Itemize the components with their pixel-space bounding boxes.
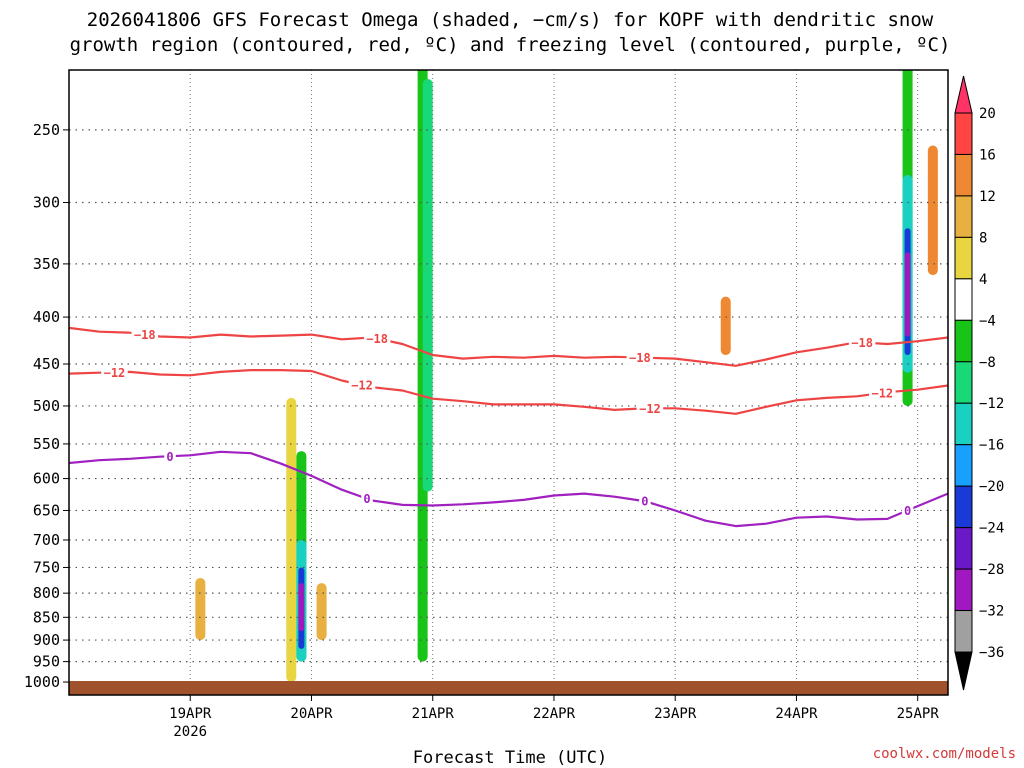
omega-cell-5 bbox=[316, 583, 327, 641]
y-tick-label-2: 350 bbox=[33, 255, 60, 273]
y-tick-label-12: 850 bbox=[33, 608, 60, 626]
y-tick-label-8: 650 bbox=[33, 501, 60, 519]
contour-label--18-1: −18 bbox=[366, 332, 388, 346]
colorbar-label-9: −20 bbox=[979, 479, 1004, 495]
colorbar-label-5: −4 bbox=[979, 313, 996, 329]
omega-cell-14 bbox=[927, 145, 938, 276]
x-tick-label-4: 23APR bbox=[654, 706, 697, 722]
colorbar-segment-2 bbox=[954, 195, 973, 238]
plot-area bbox=[69, 70, 948, 695]
colorbar-segment-7 bbox=[954, 402, 973, 446]
colorbar-label-12: −32 bbox=[979, 604, 1004, 620]
colorbar-label-4: 4 bbox=[979, 272, 987, 288]
contour-label--12-0: −12 bbox=[104, 366, 126, 380]
contour-label--12-2: −12 bbox=[639, 402, 661, 416]
colorbar-label-13: −36 bbox=[979, 645, 1004, 661]
contour-line--12 bbox=[69, 369, 948, 415]
colorbar-label-11: −28 bbox=[979, 562, 1004, 578]
contour-label--18-3: −18 bbox=[851, 336, 873, 350]
contour-label-bg-0-0 bbox=[164, 449, 176, 464]
contour-label-bg--18-0 bbox=[131, 327, 159, 342]
colorbar-segment-6 bbox=[954, 361, 973, 404]
contour-label-0-2: 0 bbox=[641, 495, 648, 509]
contour-label-bg-0-3 bbox=[901, 503, 914, 518]
y-tick-label-15: 1000 bbox=[24, 673, 60, 691]
credit-text: coolwx.com/models bbox=[873, 746, 1016, 762]
colorbar-segment-0 bbox=[954, 112, 973, 155]
omega-cell-6 bbox=[195, 577, 206, 641]
colorbar-segment-12 bbox=[954, 610, 973, 653]
colorbar-label-6: −8 bbox=[979, 355, 996, 371]
y-tick-label-9: 700 bbox=[33, 531, 60, 549]
contour-label-bg--18-3 bbox=[848, 335, 876, 350]
contour-label-0-1: 0 bbox=[363, 492, 370, 506]
y-tick-label-1: 300 bbox=[33, 193, 60, 211]
colorbar-label-0: 20 bbox=[979, 106, 996, 122]
contour-label-bg-0-2 bbox=[639, 494, 651, 509]
chart-title-line-2: growth region (contoured, red, ºC) and f… bbox=[70, 34, 951, 56]
contour-label--12-3: −12 bbox=[871, 386, 893, 400]
x-tick-label-2: 21APR bbox=[412, 706, 455, 722]
contour-label-bg--12-2 bbox=[636, 401, 664, 416]
y-tick-label-10: 750 bbox=[33, 558, 60, 576]
contour-label-bg-0-1 bbox=[361, 491, 373, 506]
contour-label-bg--12-0 bbox=[101, 365, 128, 380]
y-tick-label-5: 500 bbox=[33, 397, 60, 415]
colorbar-label-7: −12 bbox=[979, 396, 1004, 412]
colorbar-segment-3 bbox=[954, 236, 973, 280]
contour-label-bg--12-1 bbox=[348, 377, 376, 392]
x-tick-label-3: 22APR bbox=[533, 706, 576, 722]
y-tick-label-6: 550 bbox=[33, 435, 60, 453]
contour-label--12-1: −12 bbox=[351, 378, 373, 392]
y-tick-label-14: 950 bbox=[33, 653, 60, 671]
omega-cell-8 bbox=[422, 78, 433, 492]
contour-label-0-0: 0 bbox=[166, 450, 173, 464]
y-tick-label-0: 250 bbox=[33, 121, 60, 139]
colorbar-segment-10 bbox=[954, 527, 973, 570]
colorbar-segment-11 bbox=[954, 568, 973, 612]
colorbar-label-8: −16 bbox=[979, 438, 1004, 454]
x-tick-label-6: 25APR bbox=[897, 706, 940, 722]
colorbar-arrow-top bbox=[954, 75, 973, 114]
omega-cell-13 bbox=[720, 296, 731, 356]
chart-title-line-1: 2026041806 GFS Forecast Omega (shaded, −… bbox=[87, 9, 934, 31]
y-tick-label-7: 600 bbox=[33, 470, 60, 488]
omega-cell-4 bbox=[298, 583, 305, 632]
colorbar-label-3: 8 bbox=[979, 230, 987, 246]
contour-label--18-2: −18 bbox=[629, 351, 651, 365]
x-axis-label: Forecast Time (UTC) bbox=[413, 748, 607, 768]
colorbar-segment-1 bbox=[954, 153, 973, 197]
colorbar-segment-5 bbox=[954, 319, 973, 363]
colorbar-segment-8 bbox=[954, 444, 973, 487]
ground-band bbox=[69, 681, 948, 695]
contour-label-bg--18-1 bbox=[363, 331, 391, 346]
contour-line-0 bbox=[69, 450, 948, 528]
x-tick-label-1: 20APR bbox=[290, 706, 333, 722]
colorbar-label-2: 12 bbox=[979, 189, 996, 205]
x-tick-label-0: 19APR bbox=[169, 706, 212, 722]
colorbar-segment-4 bbox=[954, 278, 973, 321]
plot-frame bbox=[68, 69, 949, 696]
contour-line--18 bbox=[69, 326, 948, 367]
contour-label-bg--12-3 bbox=[869, 385, 896, 400]
y-tick-label-4: 450 bbox=[33, 355, 60, 373]
y-tick-label-13: 900 bbox=[33, 631, 60, 649]
x-tick-sublabel-0: 2026 bbox=[173, 724, 207, 740]
y-tick-label-11: 800 bbox=[33, 584, 60, 602]
y-tick-label-3: 400 bbox=[33, 308, 60, 326]
colorbar-arrow-bottom bbox=[954, 651, 973, 691]
omega-cell-12 bbox=[904, 252, 911, 337]
x-tick-label-5: 24APR bbox=[775, 706, 818, 722]
contour-label-bg--18-2 bbox=[626, 350, 654, 365]
colorbar-label-10: −24 bbox=[979, 521, 1004, 537]
contour-label--18-0: −18 bbox=[134, 328, 156, 342]
contour-label-0-3: 0 bbox=[904, 504, 911, 518]
colorbar-segment-9 bbox=[954, 485, 973, 529]
colorbar-label-1: 16 bbox=[979, 147, 996, 163]
